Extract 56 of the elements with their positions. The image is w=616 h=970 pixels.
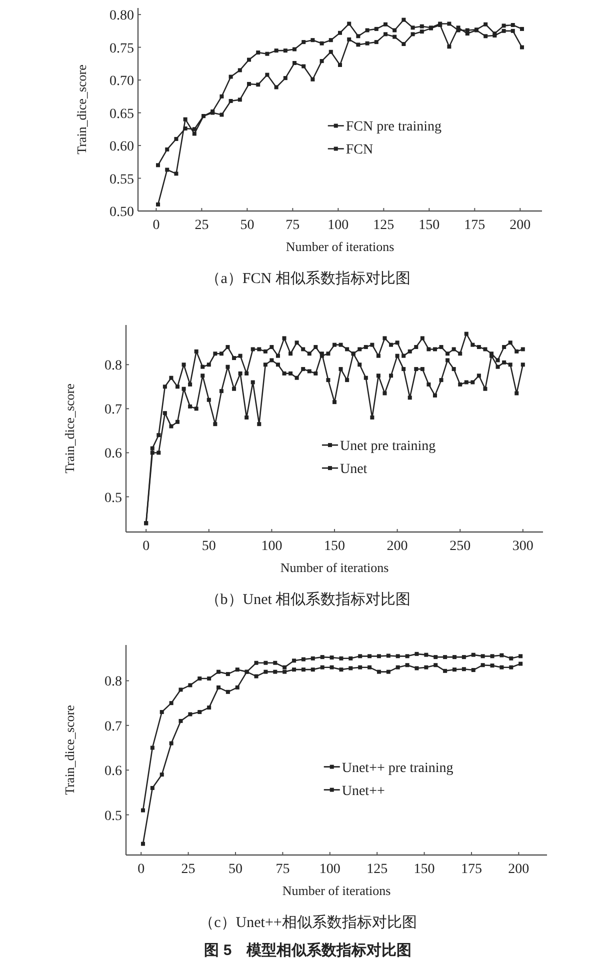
- x-tick-label: 150: [414, 862, 435, 877]
- y-tick-label: 0.75: [110, 41, 134, 56]
- legend-label: Unet pre training: [340, 439, 436, 454]
- y-tick-label: 0.8: [104, 358, 122, 374]
- x-tick-label: 200: [386, 539, 408, 554]
- legend-label: Unet++: [342, 784, 385, 799]
- legend-label: Unet: [340, 462, 368, 478]
- y-tick-label: 0.6: [104, 764, 122, 780]
- x-tick-label: 100: [328, 218, 349, 233]
- y-tick-label: 0.60: [110, 140, 134, 155]
- x-axis-title: Number of iterations: [280, 560, 389, 575]
- legend-label: FCN: [346, 142, 374, 158]
- text: （a）FCN 相似系数指标对比图: [206, 270, 410, 287]
- y-tick-label: 0.7: [104, 402, 122, 418]
- legend-label: FCN pre training: [346, 120, 442, 135]
- x-tick-label: 50: [202, 539, 216, 554]
- y-axis-title: Train_dice_score: [62, 383, 77, 474]
- x-tick-label: 250: [450, 539, 471, 554]
- legend-label: Unet++ pre training: [342, 760, 454, 776]
- y-axis-title: Train_dice_score: [74, 64, 89, 154]
- y-tick-label: 0.65: [110, 106, 134, 122]
- x-tick-label: 125: [366, 862, 388, 877]
- x-tick-label: 150: [418, 218, 440, 233]
- x-axis-title: Number of iterations: [282, 883, 391, 898]
- x-tick-label: 75: [286, 218, 300, 233]
- x-tick-label: 200: [510, 218, 531, 233]
- x-tick-label: 0: [138, 862, 145, 877]
- x-tick-label: 300: [512, 539, 534, 554]
- caption: 图 5 模型相似系数指标对比图: [204, 942, 412, 959]
- y-tick-label: 0.5: [104, 490, 122, 506]
- x-tick-label: 25: [194, 218, 209, 233]
- y-tick-label: 0.6: [104, 446, 122, 462]
- x-tick-label: 200: [508, 862, 530, 877]
- x-tick-label: 0: [142, 539, 150, 554]
- y-tick-label: 0.5: [104, 808, 122, 824]
- y-tick-label: 0.80: [110, 8, 134, 24]
- x-axis-title: Number of iterations: [286, 239, 394, 254]
- y-axis-title: Train_dice_score: [62, 704, 77, 795]
- y-tick-label: 0.55: [110, 172, 134, 188]
- text: （b）Unet 相似系数指标对比图: [205, 591, 411, 608]
- x-tick-label: 100: [319, 862, 340, 877]
- x-tick-label: 50: [228, 862, 242, 877]
- x-tick-label: 125: [373, 218, 394, 233]
- x-tick-label: 175: [464, 218, 486, 233]
- y-tick-label: 0.70: [110, 74, 134, 90]
- y-tick-label: 0.7: [104, 719, 122, 734]
- x-tick-label: 100: [261, 539, 282, 554]
- text: （c）Unet++相似系数指标对比图: [199, 914, 417, 931]
- x-tick-label: 50: [240, 218, 254, 233]
- x-tick-label: 25: [181, 862, 196, 877]
- x-tick-label: 175: [460, 862, 482, 877]
- x-tick-label: 75: [276, 862, 290, 877]
- y-tick-label: 0.8: [104, 674, 122, 690]
- x-tick-label: 0: [152, 218, 160, 233]
- x-tick-label: 150: [324, 539, 345, 554]
- y-tick-label: 0.50: [110, 205, 134, 220]
